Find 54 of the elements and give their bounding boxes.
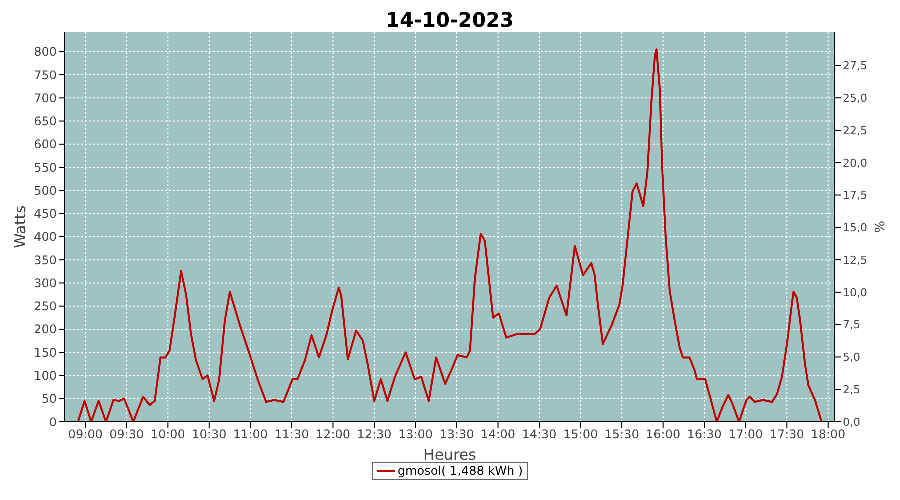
y-tick-label: 700 (34, 91, 57, 106)
y-tick-label: 200 (34, 322, 57, 337)
y2-tick-label: 20,0 (843, 156, 868, 170)
x-tick-label: 09:30 (110, 428, 144, 442)
y-axis-title: Watts (11, 206, 30, 248)
y-tick-label: 450 (34, 207, 57, 222)
y-tick-label: 50 (42, 392, 57, 406)
x-tick-label: 17:00 (728, 428, 764, 442)
y-tick-label: 300 (34, 276, 57, 290)
y2-tick-label: 5,0 (843, 351, 860, 364)
x-tick-label: 11:30 (274, 428, 310, 442)
x-tick-label: 14:30 (522, 428, 557, 442)
y-tick-label: 800 (34, 45, 57, 60)
x-tick-label: 14:00 (480, 428, 516, 442)
x-tick-label: 13:30 (440, 428, 474, 442)
y2-tick-label: 10,0 (843, 286, 868, 300)
y-tick-label: 650 (34, 114, 57, 129)
y2-tick-label: 15,0 (843, 222, 868, 235)
chart-title: 14-10-2023 (385, 8, 515, 32)
x-tick-label: 10:30 (192, 428, 227, 442)
x-tick-label: 16:00 (646, 428, 681, 442)
y-tick-label: 100 (34, 368, 57, 383)
x-tick-label: 11:00 (233, 428, 268, 442)
y2-tick-label: 22,5 (843, 124, 868, 138)
y2-tick-label: 2,5 (843, 384, 860, 397)
y2-axis-title: % (874, 220, 889, 234)
y2-tick-label: 17,5 (843, 189, 868, 202)
y-tick-label: 550 (34, 160, 57, 175)
y2-tick-label: 25,0 (843, 92, 868, 105)
y-tick-label: 750 (34, 68, 57, 82)
y-tick-label: 600 (34, 138, 57, 152)
y2-tick-label: 12,5 (843, 254, 868, 267)
x-tick-label: 17:30 (770, 428, 804, 442)
y-tick-label: 400 (34, 230, 57, 244)
legend-label: gmosol( 1,488 kWh ) (398, 464, 524, 478)
y-tick-label: 250 (34, 300, 57, 314)
y2-tick-label: 7,5 (843, 318, 860, 332)
x-tick-label: 13:00 (398, 428, 434, 442)
y2-tick-label: 27,5 (843, 60, 868, 73)
x-tick-label: 18:00 (811, 428, 846, 442)
x-tick-label: 15:00 (564, 428, 598, 442)
x-tick-label: 15:30 (604, 428, 640, 442)
y-tick-label: 500 (34, 184, 57, 198)
y-tick-label: 350 (34, 253, 57, 268)
x-tick-label: 16:30 (687, 428, 722, 442)
y2-tick-label: 0,0 (843, 416, 860, 429)
x-axis-title: Heures (424, 446, 477, 464)
x-tick-label: 12:00 (316, 428, 351, 442)
x-tick-label: 10:00 (150, 428, 186, 442)
line-series (77, 48, 823, 422)
x-tick-label: 09:00 (68, 428, 103, 442)
y-tick-label: 150 (34, 346, 57, 360)
y-tick-label: 0 (49, 415, 57, 430)
x-tick-label: 12:30 (357, 428, 392, 442)
